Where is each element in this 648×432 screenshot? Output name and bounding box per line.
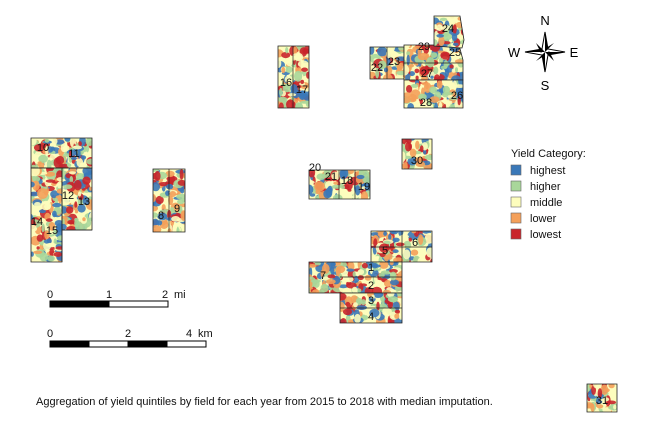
field-label-10: 10 [37, 142, 49, 154]
compass-north-label: N [540, 13, 549, 28]
field-raster [62, 168, 92, 230]
field-label-4: 4 [368, 311, 374, 323]
scale-mi-tick-1: 1 [106, 289, 112, 301]
field-label-5: 5 [382, 245, 388, 257]
field-label-9: 9 [174, 203, 180, 215]
field-label-19: 19 [358, 181, 370, 193]
field-label-30: 30 [411, 155, 423, 167]
field-label-17: 17 [296, 84, 308, 96]
field-boundary [403, 79, 464, 109]
field-label-18: 18 [341, 175, 353, 187]
scale-km-tick-1: 2 [125, 328, 131, 340]
field-boundary [277, 45, 310, 109]
field-label-22: 22 [371, 62, 383, 74]
field-label-28: 28 [420, 97, 432, 109]
legend-swatch-lowest [510, 228, 522, 240]
field-label-21: 21 [325, 171, 337, 183]
field-label-26: 26 [451, 90, 463, 102]
legend-label-highest: highest [530, 165, 565, 177]
field-label-31: 31 [596, 395, 608, 407]
scale-km-unit: km [198, 328, 213, 340]
scale-mi-tick-0: 0 [47, 289, 53, 301]
compass-south-label: S [541, 78, 550, 93]
field-label-6: 6 [412, 237, 418, 249]
scale-km-tick-0: 0 [47, 328, 53, 340]
field-label-25: 25 [449, 47, 461, 59]
field-label-7: 7 [320, 270, 326, 282]
legend-label-middle: middle [530, 197, 562, 209]
legend-title: Yield Category: [511, 148, 586, 160]
legend-swatch-middle [510, 196, 522, 208]
field-raster [434, 16, 464, 48]
legend-swatch-lower [510, 212, 522, 224]
field-label-13: 13 [78, 196, 90, 208]
field-label-12: 12 [62, 190, 74, 202]
field-label-29: 29 [418, 41, 430, 53]
field-boundary [339, 292, 403, 324]
field-label-27: 27 [421, 68, 433, 80]
field-raster [309, 170, 370, 199]
field-raster [278, 46, 309, 108]
field-raster [587, 384, 617, 412]
field-label-20: 20 [309, 162, 321, 174]
field-label-14: 14 [31, 216, 43, 228]
scale-bar-miles: 0 1 2 mi [47, 289, 186, 308]
field-boundary [586, 383, 618, 413]
field-boundary [401, 138, 433, 170]
compass-west-label: W [508, 45, 521, 60]
compass-east-label: E [570, 45, 579, 60]
north-arrow-compass: N S E W [508, 13, 579, 93]
field-raster [31, 168, 62, 262]
legend-swatch-higher [510, 180, 522, 192]
field-label-1: 1 [368, 262, 374, 274]
field-label-23: 23 [388, 56, 400, 68]
legend-label-higher: higher [530, 181, 561, 193]
scale-mi-tick-2: 2 [162, 289, 168, 301]
field-boundary [308, 169, 371, 200]
field-raster [404, 80, 463, 108]
scale-km-tick-2: 4 [186, 328, 192, 340]
field-label-11: 11 [68, 148, 79, 160]
field-raster [371, 231, 432, 262]
fields-layer [30, 15, 618, 413]
field-label-3: 3 [368, 295, 374, 307]
field-boundary [152, 168, 186, 233]
field-label-2: 2 [368, 280, 374, 292]
scale-bar-km: 0 2 4 km [47, 328, 213, 348]
field-label-16: 16 [280, 77, 292, 89]
legend-label-lowest: lowest [530, 229, 561, 241]
map-caption: Aggregation of yield quintiles by field … [36, 396, 493, 408]
field-raster [402, 139, 432, 169]
field-label-24: 24 [442, 23, 454, 35]
field-label-8: 8 [158, 210, 164, 222]
legend-label-lower: lower [530, 213, 557, 225]
scale-mi-unit: mi [174, 289, 186, 301]
legend: Yield Category: highest higher middle lower… [510, 148, 586, 241]
field-label-15: 15 [46, 225, 58, 237]
field-boundary [433, 15, 465, 49]
legend-swatch-highest [510, 164, 522, 176]
field-boundary [370, 230, 433, 263]
